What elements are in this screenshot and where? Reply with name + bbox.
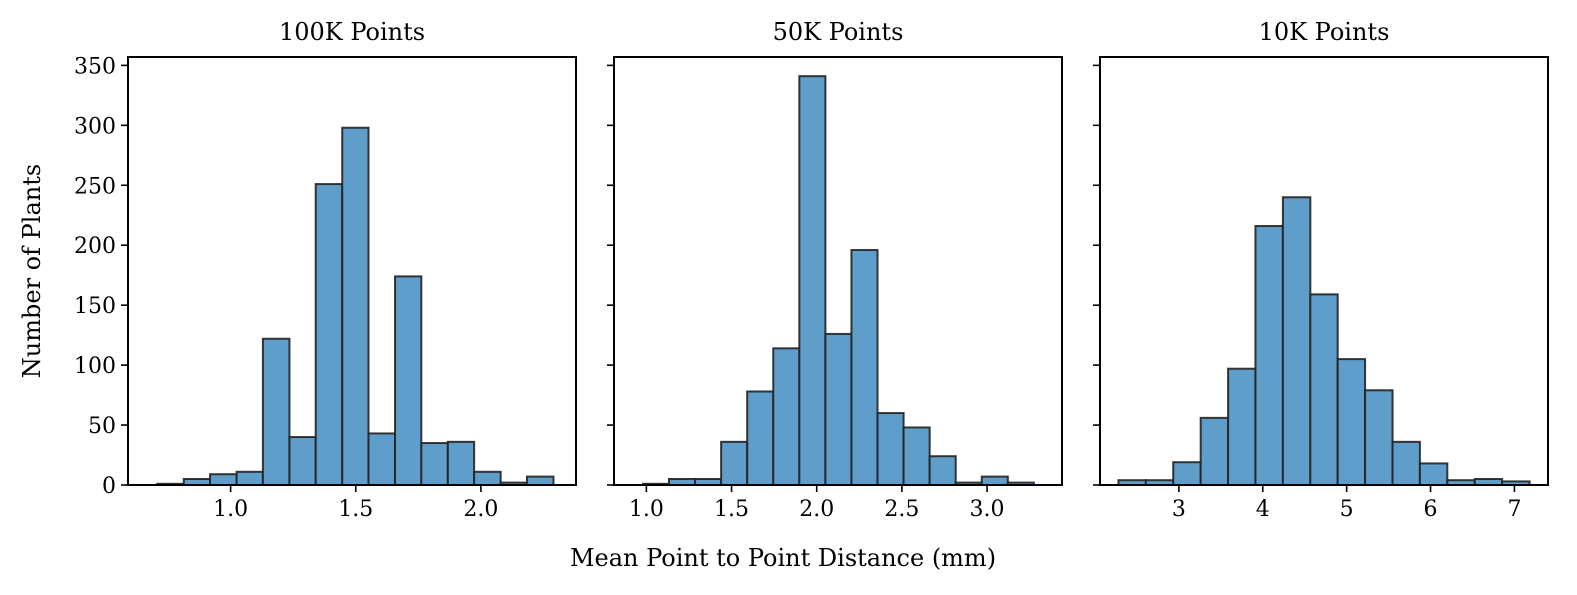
x-tick-label: 2.0 <box>799 497 834 522</box>
x-tick-label: 4 <box>1256 497 1270 522</box>
histogram-bar <box>420 442 449 486</box>
panel-title: 10K Points <box>1259 18 1390 46</box>
histogram-bar <box>980 475 1009 487</box>
x-tick-label: 5 <box>1340 497 1354 522</box>
histogram-bar <box>525 475 555 487</box>
histogram-bar <box>928 455 957 487</box>
histogram-bar <box>235 470 264 486</box>
histogram-bar <box>288 436 317 487</box>
x-tick-label: 3.0 <box>970 497 1005 522</box>
histogram-bar <box>209 473 238 486</box>
x-tick-label: 2.5 <box>884 497 919 522</box>
panel-title: 100K Points <box>279 18 425 46</box>
histogram-bar <box>1281 196 1312 486</box>
y-tick-label: 250 <box>74 174 116 199</box>
histogram-bar <box>1364 389 1394 486</box>
y-tick-label: 350 <box>74 54 116 79</box>
histogram-bar <box>394 275 423 486</box>
histogram-bar <box>1336 358 1367 486</box>
axes-frame <box>127 56 577 486</box>
panel-3: 10K Points 3 4 5 6 7 <box>1093 18 1549 522</box>
axes-frame <box>613 56 1063 486</box>
y-tick-label: 100 <box>74 354 116 379</box>
histogram-bar <box>314 183 344 486</box>
panel-title: 50K Points <box>773 18 904 46</box>
histogram-bar <box>473 470 502 486</box>
histogram-bar <box>1418 462 1449 486</box>
x-tick-label: 1.5 <box>338 497 373 522</box>
panel-1: 100K Points 0 50 100 150 200 250 300 350 1.0 1.5 2.… <box>74 18 577 522</box>
histogram-bar <box>720 440 749 486</box>
histogram-bar <box>1309 293 1339 486</box>
x-tick-label: 7 <box>1507 497 1521 522</box>
histogram-bar <box>772 347 801 486</box>
histogram-bar <box>446 440 476 486</box>
x-tick-label: 1.5 <box>714 497 749 522</box>
panel-2: 50K Points 1.0 1.5 2.0 2.5 3.0 <box>607 18 1063 522</box>
histogram-bar <box>746 390 775 486</box>
histogram-bar <box>1391 440 1421 486</box>
histogram-bar <box>1199 416 1230 486</box>
y-tick-label: 200 <box>74 234 116 259</box>
histogram-bar <box>876 412 905 486</box>
histogram-bar <box>261 337 291 486</box>
x-tick-label: 6 <box>1424 497 1438 522</box>
histogram-bar <box>902 426 931 487</box>
histogram-bar <box>1172 461 1202 486</box>
histogram-bar <box>1227 367 1257 486</box>
histogram-bar <box>1254 225 1284 486</box>
histogram-bar <box>341 126 370 487</box>
x-tick-label: 1.0 <box>213 497 248 522</box>
y-tick-label: 150 <box>74 294 116 319</box>
y-tick-label: 50 <box>88 414 116 439</box>
y-tick-label: 300 <box>74 114 116 139</box>
y-tick-label: 0 <box>102 474 116 499</box>
histogram-bar <box>850 249 879 486</box>
histogram-bar <box>798 75 827 487</box>
axes-frame <box>1099 56 1549 486</box>
x-tick-label: 1.0 <box>629 497 664 522</box>
x-tick-label: 2.0 <box>463 497 498 522</box>
histogram-bar <box>824 332 853 486</box>
x-tick-label: 3 <box>1172 497 1186 522</box>
panels: 100K Points 0 50 100 150 200 250 300 350 1.0 1.5 2.… <box>74 18 1549 522</box>
x-axis-label: Mean Point to Point Distance (mm) <box>570 544 996 572</box>
y-axis-label: Number of Plants <box>18 164 46 378</box>
histogram-bar <box>367 432 397 486</box>
